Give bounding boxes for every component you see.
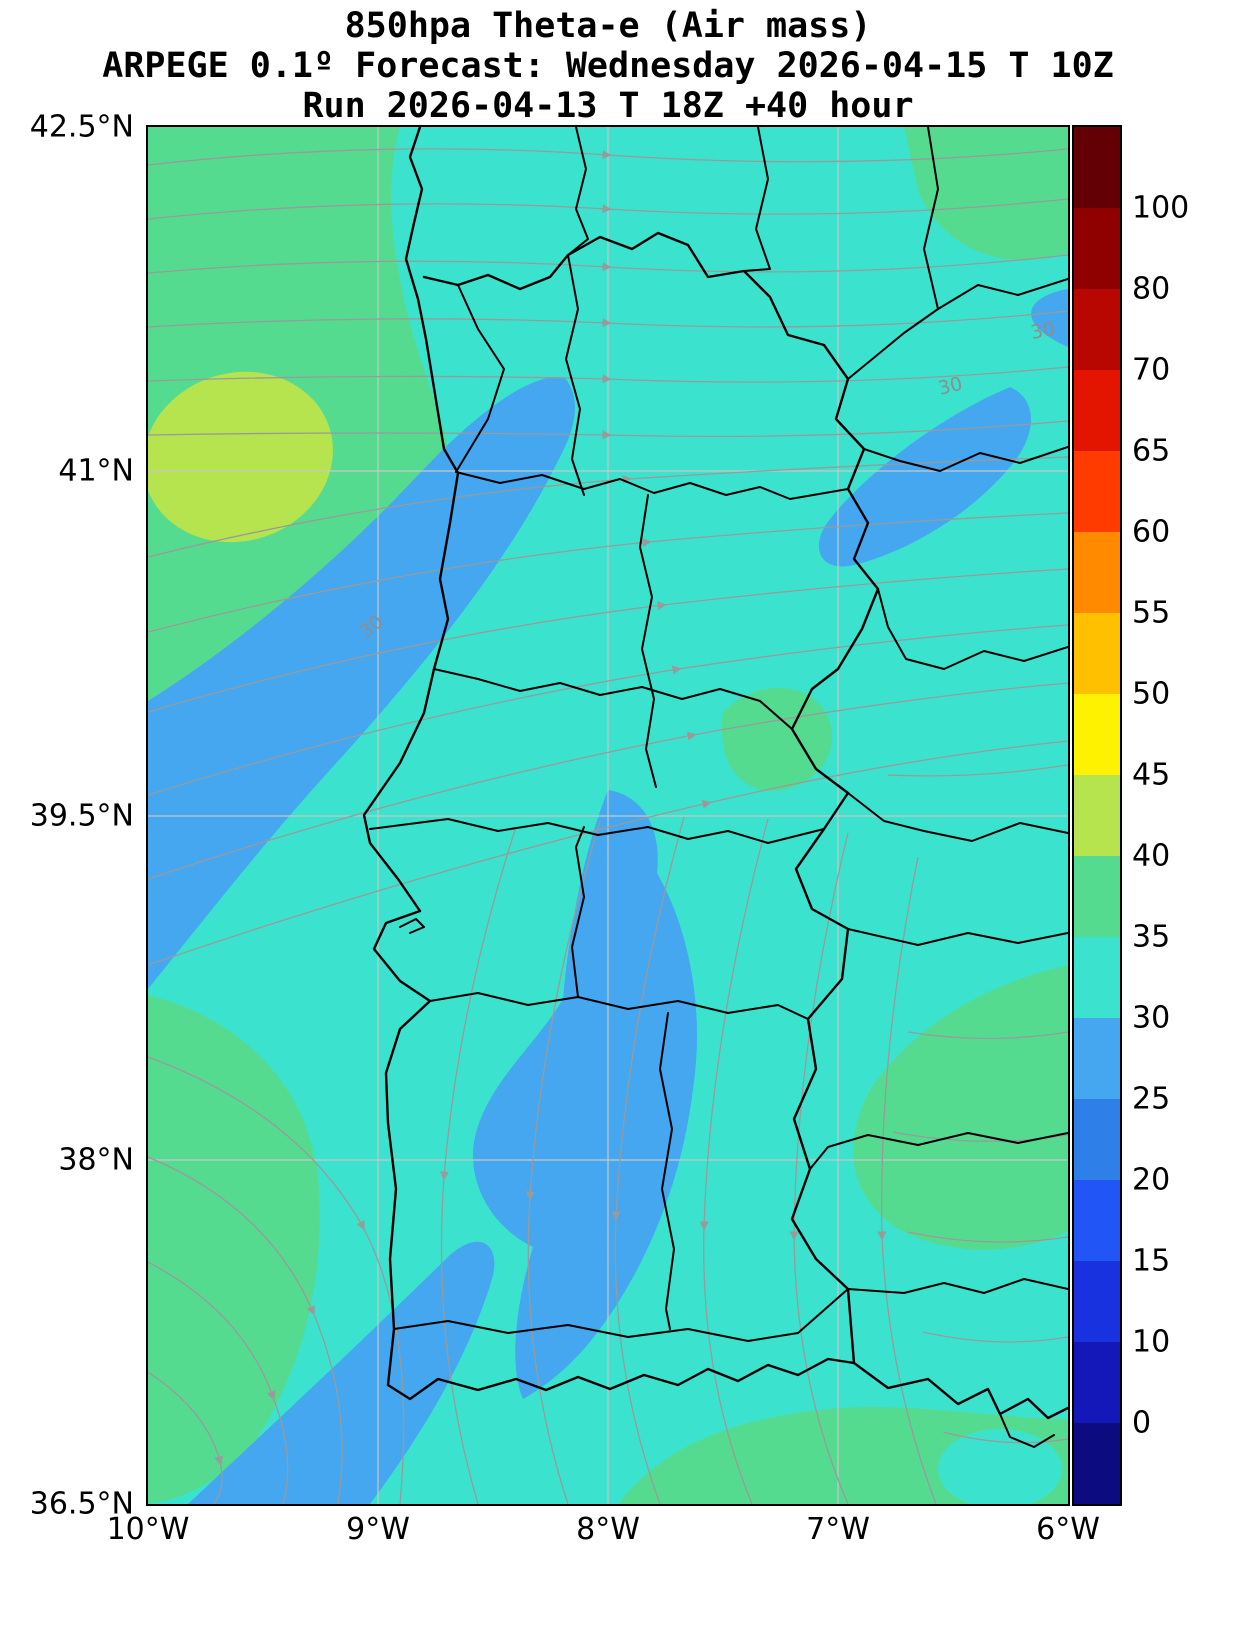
x-tick-label: 7°W <box>806 1512 870 1547</box>
map-svg: 30 30 30 <box>148 127 1068 1504</box>
title-line-3: Run 2026-04-13 T 18Z +40 hour <box>302 86 914 126</box>
province-boundary-spain-a <box>937 278 1068 310</box>
district-boundary-tejo <box>369 818 825 844</box>
colorbar-tick-label: 70 <box>1132 352 1171 388</box>
colorbar-tick-label: 30 <box>1132 1000 1171 1036</box>
colorbar-segment <box>1074 775 1120 856</box>
colorbar-tick-label: 50 <box>1132 676 1171 712</box>
colorbar-tick-label: 15 <box>1132 1243 1171 1279</box>
colorbar-segment <box>1074 451 1120 532</box>
colorbar-segment <box>1074 289 1120 370</box>
colorbar-segment <box>1074 694 1120 775</box>
x-tick-label: 6°W <box>1036 1512 1100 1547</box>
green-region-southeast <box>853 965 1068 1250</box>
province-boundary-spain-d <box>847 792 1068 842</box>
portugal-spain-border <box>422 231 880 1365</box>
blue-patch-right-edge <box>1031 289 1068 347</box>
boundaries <box>362 127 1068 1448</box>
colorbar-segment <box>1074 1180 1120 1261</box>
province-boundary-spain-e <box>847 928 1068 946</box>
colorbar-tick-label: 45 <box>1132 757 1171 793</box>
contour-label-30-b: 30 <box>1029 318 1057 344</box>
district-boundary-center-h <box>433 668 793 730</box>
province-boundary-spain-g <box>847 1278 1068 1294</box>
colorbar-segment <box>1074 1261 1120 1342</box>
x-tick-label: 10°W <box>106 1512 190 1547</box>
colorbar-segment <box>1074 532 1120 613</box>
district-boundary-douro <box>455 471 849 500</box>
colorbar-segment <box>1074 1342 1120 1423</box>
green-region-southwest <box>148 995 320 1504</box>
colorbar-tick-label: 20 <box>1132 1162 1171 1198</box>
coastline <box>362 127 1068 1420</box>
colorbar-tick-label: 25 <box>1132 1081 1171 1117</box>
x-axis: 10°W 9°W 8°W 7°W 6°W <box>107 1512 1100 1552</box>
province-boundary-galicia-a <box>567 127 589 256</box>
province-boundary-spain-c <box>877 588 1068 670</box>
y-tick-label: 38°N <box>58 1142 134 1178</box>
colorbar-tick-label: 10 <box>1132 1324 1171 1360</box>
colorbar-segment <box>1074 127 1120 208</box>
title-line-2: ARPEGE 0.1º Forecast: Wednesday 2026-04-… <box>102 46 1114 86</box>
blue-blob-central-south <box>473 790 697 1399</box>
colorbar-tick-label: 60 <box>1132 514 1171 550</box>
district-boundary-north-a <box>455 284 505 473</box>
colorbar-segment <box>1074 856 1120 937</box>
colorbar-tick-label: 100 <box>1132 190 1190 226</box>
y-axis: 42.5°N 41°N 39.5°N 38°N 36.5°N <box>0 110 140 1522</box>
province-boundary-galicia-c <box>847 127 939 380</box>
colorbar-tick-label: 80 <box>1132 271 1171 307</box>
green-region-topright <box>904 127 1068 261</box>
colorbar-tick-label: 65 <box>1132 433 1171 469</box>
cyan-patch-bottomright <box>938 1429 1062 1504</box>
colorbar-segment <box>1074 1099 1120 1180</box>
yellowgreen-patch-40-45 <box>148 371 333 543</box>
province-boundary-spain-f <box>809 1132 1068 1170</box>
blue-band-coastal <box>148 377 576 989</box>
green-patch-east <box>721 687 833 791</box>
colorbar-tick-label: 55 <box>1132 595 1171 631</box>
y-tick-label: 41°N <box>58 453 134 489</box>
district-boundary-ribatejo-v <box>571 826 585 998</box>
district-boundary-algarve <box>393 1288 849 1342</box>
colorbar-tick-label: 35 <box>1132 919 1171 955</box>
blue-band-southwest <box>188 1241 495 1504</box>
colorbar-segment <box>1074 1423 1120 1504</box>
x-tick-label: 9°W <box>346 1512 410 1547</box>
x-tick-label: 8°W <box>576 1512 640 1547</box>
y-tick-label: 39.5°N <box>29 798 134 834</box>
streamlines <box>148 148 1068 1504</box>
colorbar-segment <box>1074 937 1120 1018</box>
colorbar-tick-label: 40 <box>1132 838 1171 874</box>
colorbar-segment <box>1074 613 1120 694</box>
district-boundary-alentejo-v <box>659 1012 675 1330</box>
y-tick-label: 42.5°N <box>29 109 134 145</box>
y-tick-label: 36.5°N <box>29 1486 134 1522</box>
colorbar-segments <box>1072 125 1122 1506</box>
province-boundary-spain-b <box>863 446 1068 472</box>
colorbar-tick-labels: 100 80 70 65 60 55 50 45 40 35 30 25 20 15 10 0 <box>1132 127 1242 1504</box>
district-boundary-center-v <box>639 494 657 788</box>
title-line-1: 850hpa Theta-e (Air mass) <box>344 6 872 46</box>
plot-title: 850hpa Theta-e (Air mass) ARPEGE 0.1º Fo… <box>102 6 1113 126</box>
colorbar-segment <box>1074 370 1120 451</box>
gridlines <box>148 127 1068 1504</box>
colorbar-segment <box>1074 208 1120 289</box>
district-boundary-alentejo-n <box>429 992 809 1020</box>
province-boundary-galicia-b <box>743 127 771 272</box>
coast-detail-cadiz <box>999 1413 1055 1448</box>
map-plot: 30 30 30 <box>146 125 1070 1506</box>
district-boundary-north-b <box>565 254 585 496</box>
tagus-estuary <box>399 918 425 934</box>
blue-patch-northeast <box>818 387 1032 567</box>
colorbar-segment <box>1074 1018 1120 1099</box>
colorbar-tick-label: 0 <box>1132 1405 1152 1441</box>
